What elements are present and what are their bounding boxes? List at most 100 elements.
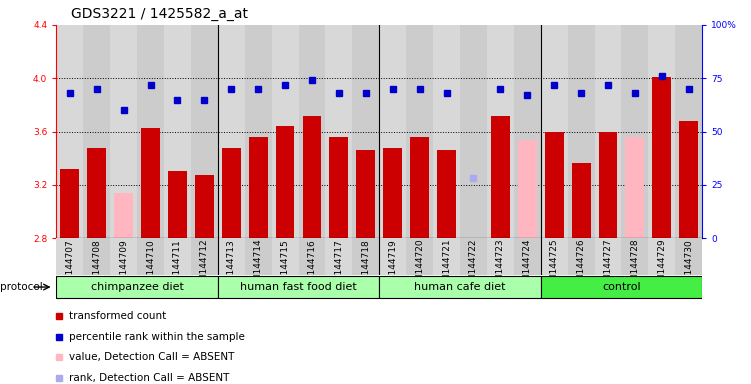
Bar	[141, 127, 160, 238]
Text: value, Detection Call = ABSENT: value, Detection Call = ABSENT	[70, 353, 235, 362]
Bar	[245, 25, 272, 238]
Text: GSM144715: GSM144715	[281, 239, 290, 293]
Text: GDS3221 / 1425582_a_at: GDS3221 / 1425582_a_at	[71, 7, 249, 21]
Bar	[325, 25, 352, 238]
Bar	[195, 175, 214, 238]
Bar	[164, 25, 191, 238]
Text: percentile rank within the sample: percentile rank within the sample	[70, 332, 246, 342]
Bar	[648, 238, 675, 275]
Text: GSM144716: GSM144716	[307, 239, 316, 293]
Text: GSM144713: GSM144713	[227, 239, 236, 293]
Bar	[168, 172, 187, 238]
Bar	[487, 238, 514, 275]
Text: GSM144722: GSM144722	[469, 239, 478, 293]
Bar	[83, 25, 110, 238]
Text: GSM144707: GSM144707	[65, 239, 74, 293]
Bar	[272, 25, 299, 238]
Bar	[487, 25, 514, 238]
Bar	[626, 137, 644, 238]
Bar	[191, 238, 218, 275]
Text: transformed count: transformed count	[70, 311, 167, 321]
Bar	[406, 238, 433, 275]
Bar	[406, 25, 433, 238]
Bar	[272, 238, 299, 275]
Bar	[568, 238, 595, 275]
Text: GSM144709: GSM144709	[119, 239, 128, 293]
Text: rank, Detection Call = ABSENT: rank, Detection Call = ABSENT	[70, 373, 230, 383]
Text: GSM144729: GSM144729	[657, 239, 666, 293]
Bar	[622, 25, 648, 238]
Text: GSM144725: GSM144725	[550, 239, 559, 293]
Bar	[460, 238, 487, 275]
Bar	[137, 25, 164, 238]
Text: GSM144724: GSM144724	[523, 239, 532, 293]
Text: GSM144726: GSM144726	[577, 239, 586, 293]
Text: human fast food diet: human fast food diet	[240, 282, 357, 292]
Bar	[675, 238, 702, 275]
Bar	[541, 238, 568, 275]
Bar	[222, 147, 240, 238]
Bar	[653, 77, 671, 238]
Bar	[541, 276, 702, 298]
Bar	[437, 150, 456, 238]
Text: GSM144718: GSM144718	[361, 239, 370, 293]
Bar	[518, 139, 537, 238]
Bar	[114, 193, 133, 238]
Bar	[191, 25, 218, 238]
Bar	[330, 137, 348, 238]
Bar	[410, 137, 429, 238]
Bar	[137, 238, 164, 275]
Bar	[541, 25, 568, 238]
Text: GSM144717: GSM144717	[334, 239, 343, 293]
Bar	[249, 137, 267, 238]
Bar	[352, 25, 379, 238]
Bar	[460, 25, 487, 238]
Bar	[83, 238, 110, 275]
Text: GSM144719: GSM144719	[388, 239, 397, 293]
Bar	[303, 116, 321, 238]
Text: GSM144728: GSM144728	[630, 239, 639, 293]
Bar	[514, 238, 541, 275]
Bar	[245, 238, 272, 275]
Bar	[276, 126, 294, 238]
Bar	[433, 25, 460, 238]
Text: GSM144708: GSM144708	[92, 239, 101, 293]
Text: GSM144712: GSM144712	[200, 239, 209, 293]
Bar	[544, 131, 563, 238]
Bar	[56, 238, 83, 275]
Bar	[572, 164, 590, 238]
Bar	[56, 25, 83, 238]
Bar	[599, 131, 617, 238]
Bar	[379, 25, 406, 238]
Bar	[299, 238, 325, 275]
Bar	[379, 238, 406, 275]
Bar	[110, 25, 137, 238]
Bar	[675, 25, 702, 238]
Bar	[87, 147, 106, 238]
Text: protocol: protocol	[0, 282, 43, 292]
Text: GSM144720: GSM144720	[415, 239, 424, 293]
Bar	[352, 238, 379, 275]
Bar	[218, 25, 245, 238]
Bar	[299, 25, 325, 238]
Bar	[60, 169, 79, 238]
Bar	[568, 25, 595, 238]
Text: GSM144714: GSM144714	[254, 239, 263, 293]
Bar	[325, 238, 352, 275]
Text: GSM144711: GSM144711	[173, 239, 182, 293]
Bar	[383, 147, 402, 238]
Bar	[595, 238, 622, 275]
Bar	[595, 25, 622, 238]
Bar	[56, 276, 218, 298]
Bar	[357, 150, 376, 238]
Text: control: control	[602, 282, 641, 292]
Bar	[514, 25, 541, 238]
Text: human cafe diet: human cafe diet	[415, 282, 505, 292]
Bar	[648, 25, 675, 238]
Text: GSM144723: GSM144723	[496, 239, 505, 293]
Text: GSM144710: GSM144710	[146, 239, 155, 293]
Bar	[110, 238, 137, 275]
Bar	[218, 276, 379, 298]
Bar	[218, 238, 245, 275]
Text: chimpanzee diet: chimpanzee diet	[91, 282, 183, 292]
